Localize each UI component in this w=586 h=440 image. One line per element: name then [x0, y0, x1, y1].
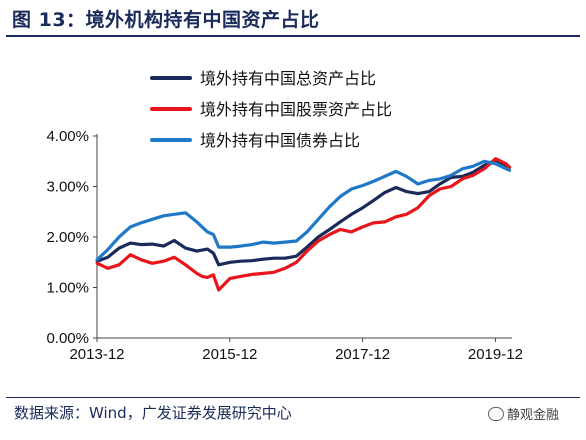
wechat-icon: [488, 407, 504, 421]
source-note: 数据来源：Wind，广发证券发展研究中心: [14, 404, 292, 422]
x-tick-label: 2017-12: [335, 346, 390, 363]
x-tick-label: 2013-12: [69, 346, 124, 363]
plot-area: [95, 157, 512, 292]
x-tick-label: 2019-12: [468, 346, 523, 363]
watermark: 静观金融: [488, 404, 559, 423]
x-axis: 2013-12 2015-12 2017-12 2019-12: [69, 337, 523, 363]
watermark-text: 静观金融: [507, 408, 560, 423]
y-tick-label: 0.00%: [46, 330, 89, 347]
y-tick-label: 3.00%: [46, 179, 89, 196]
y-tick-label: 4.00%: [46, 128, 89, 145]
y-tick-label: 1.00%: [46, 280, 89, 297]
series-line-3: [95, 159, 512, 262]
legend-label-3: 境外持有中国债券占比: [200, 131, 360, 150]
source-divider: [6, 397, 580, 398]
title-divider: [6, 35, 580, 37]
figure-title: 图 13：境外机构持有中国资产占比: [12, 9, 320, 31]
x-tick-label: 2015-12: [202, 346, 257, 363]
series-line-1: [95, 158, 512, 267]
y-axis: 0.00% 1.00% 2.00% 3.00% 4.00%: [46, 128, 98, 347]
legend-label-1: 境外持有中国总资产占比: [200, 69, 376, 88]
y-tick-label: 2.00%: [46, 229, 89, 246]
series-line-2: [95, 157, 512, 292]
figure-header: 图 13：境外机构持有中国资产占比: [0, 0, 586, 34]
legend-label-2: 境外持有中国股票资产占比: [200, 100, 392, 119]
